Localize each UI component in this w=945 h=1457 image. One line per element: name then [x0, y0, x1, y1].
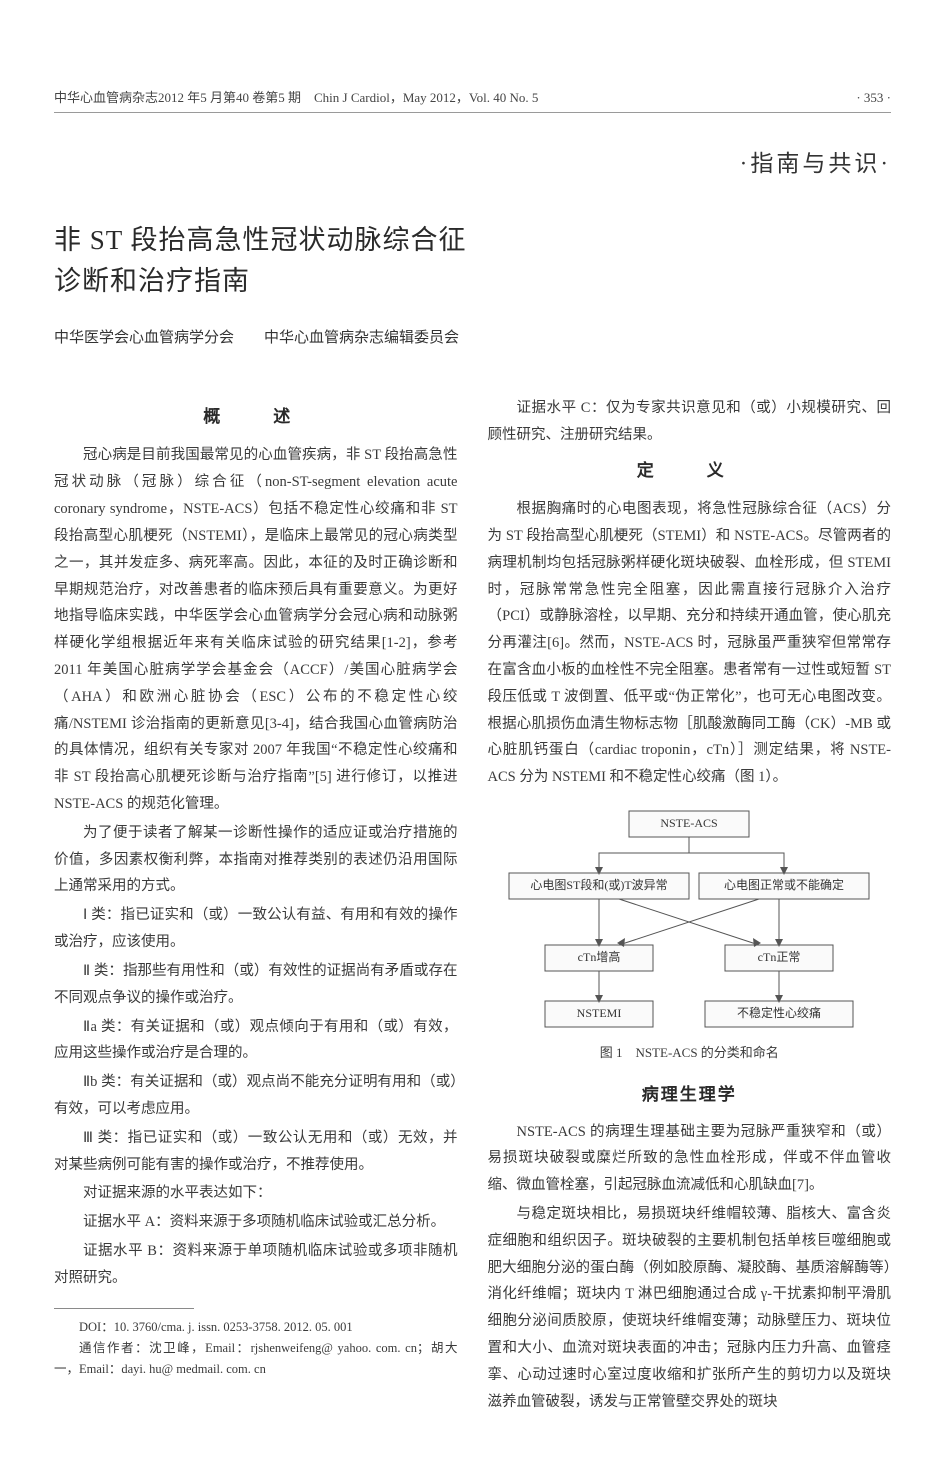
- left-column: 概 述 冠心病是目前我国最常见的心血管疾病，非 ST 段抬高急性冠状动脉（冠脉）…: [54, 395, 458, 1417]
- svg-text:NSTE-ACS: NSTE-ACS: [661, 816, 718, 830]
- evidence-c-paragraph: 证据水平 C：仅为专家共识意见和（或）小规模研究、回顾性研究、注册研究结果。: [488, 395, 892, 449]
- header-left: 中华心血管病杂志2012 年5 月第40 卷第5 期 Chin J Cardio…: [54, 86, 538, 110]
- doi-footnote: DOI：10. 3760/cma. j. issn. 0253-3758. 20…: [54, 1317, 458, 1338]
- node-nste-acs: NSTE-ACS: [629, 811, 749, 837]
- right-column: 证据水平 C：仅为专家共识意见和（或）小规模研究、回顾性研究、注册研究结果。 定…: [488, 395, 892, 1417]
- overview-paragraph: 为了便于读者了解某一诊断性操作的适应证或治疗措施的价值，多因素权衡利弊，本指南对…: [54, 820, 458, 900]
- section-label: ·指南与共识·: [54, 143, 891, 186]
- heading-pathophysiology: 病理生理学: [488, 1079, 892, 1110]
- title-line-2: 诊断和治疗指南: [54, 266, 250, 296]
- heading-overview: 概 述: [54, 401, 458, 432]
- svg-text:心电图ST段和(或)T波异常: 心电图ST段和(或)T波异常: [531, 877, 668, 892]
- figure-1-caption: 图 1 NSTE-ACS 的分类和命名: [488, 1041, 892, 1065]
- edge: [599, 837, 689, 873]
- definition-paragraph: 根据胸痛时的心电图表现，将急性冠脉综合征（ACS）分为 ST 段抬高型心肌梗死（…: [488, 496, 892, 791]
- class-iia-paragraph: Ⅱa 类：有关证据和（或）观点倾向于有用和（或）有效，应用这些操作或治疗是合理的…: [54, 1014, 458, 1068]
- node-unstable-angina: 不稳定性心绞痛: [705, 1001, 853, 1027]
- svg-text:心电图正常或不能确定: 心电图正常或不能确定: [724, 877, 844, 892]
- svg-text:cTn正常: cTn正常: [758, 950, 801, 964]
- node-ecg-normal: 心电图正常或不能确定: [699, 873, 869, 899]
- footnote-separator: [54, 1308, 194, 1309]
- page-header: 中华心血管病杂志2012 年5 月第40 卷第5 期 Chin J Cardio…: [54, 86, 891, 113]
- svg-text:不稳定性心绞痛: 不稳定性心绞痛: [737, 1005, 821, 1020]
- node-ctn-normal: cTn正常: [725, 945, 833, 971]
- edge: [689, 837, 784, 873]
- evidence-a-paragraph: 证据水平 A：资料来源于多项随机临床试验或汇总分析。: [54, 1209, 458, 1236]
- corresponding-author-footnote: 通信作者：沈卫峰，Email：rjshenweifeng@ yahoo. com…: [54, 1338, 458, 1381]
- article-title: 非 ST 段抬高急性冠状动脉综合征 诊断和治疗指南: [54, 220, 891, 304]
- class-i-paragraph: Ⅰ 类：指已证实和（或）一致公认有益、有用和有效的操作或治疗，应该使用。: [54, 902, 458, 956]
- article-authors: 中华医学会心血管病学分会 中华心血管病杂志编辑委员会: [54, 325, 891, 353]
- node-ctn-high: cTn增高: [545, 945, 653, 971]
- figure-1-flowchart: NSTE-ACS 心电图ST段和(或)T波异常 心电图正常或不能确定 cTn增高…: [499, 805, 879, 1035]
- class-iib-paragraph: Ⅱb 类：有关证据和（或）观点尚不能充分证明有用和（或）有效，可以考虑应用。: [54, 1069, 458, 1123]
- evidence-b-paragraph: 证据水平 B：资料来源于单项随机临床试验或多项非随机对照研究。: [54, 1238, 458, 1292]
- evidence-intro-paragraph: 对证据来源的水平表达如下：: [54, 1180, 458, 1207]
- pathophysiology-paragraph: NSTE-ACS 的病理生理基础主要为冠脉严重狭窄和（或）易损斑块破裂或糜烂所致…: [488, 1119, 892, 1199]
- class-iii-paragraph: Ⅲ 类：指已证实和（或）一致公认无用和（或）无效，并对某些病例可能有害的操作或治…: [54, 1125, 458, 1179]
- heading-definition: 定 义: [488, 455, 892, 486]
- svg-text:cTn增高: cTn增高: [578, 949, 621, 964]
- header-page-number: · 353 ·: [856, 86, 891, 110]
- node-ecg-abnormal: 心电图ST段和(或)T波异常: [509, 873, 689, 899]
- overview-paragraph: 冠心病是目前我国最常见的心血管疾病，非 ST 段抬高急性冠状动脉（冠脉）综合征（…: [54, 442, 458, 817]
- pathophysiology-paragraph: 与稳定斑块相比，易损斑块纤维帽较薄、脂核大、富含炎症细胞和组织因子。斑块破裂的主…: [488, 1201, 892, 1416]
- class-ii-paragraph: Ⅱ 类：指那些有用性和（或）有效性的证据尚有矛盾或存在不同观点争议的操作或治疗。: [54, 958, 458, 1012]
- node-nstemi: NSTEMI: [545, 1001, 653, 1027]
- title-line-1: 非 ST 段抬高急性冠状动脉综合征: [54, 225, 467, 255]
- svg-text:NSTEMI: NSTEMI: [577, 1006, 622, 1020]
- body-columns: 概 述 冠心病是目前我国最常见的心血管疾病，非 ST 段抬高急性冠状动脉（冠脉）…: [54, 395, 891, 1417]
